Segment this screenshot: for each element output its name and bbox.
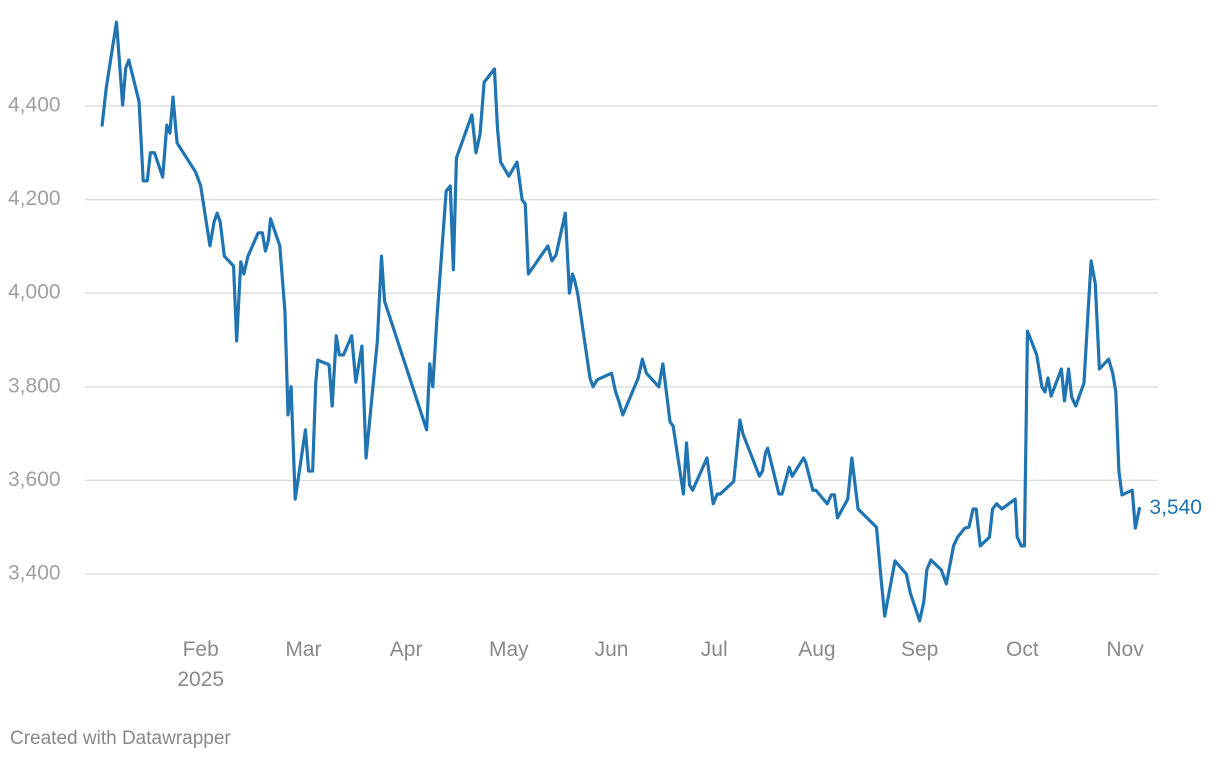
x-tick-label: Jun xyxy=(595,638,629,661)
x-tick-label: Apr xyxy=(390,638,423,661)
y-tick-label: 4,400 xyxy=(8,93,61,116)
x-tick-year: 2025 xyxy=(177,668,224,691)
x-tick-label: Mar xyxy=(285,638,321,661)
y-tick-label: 4,200 xyxy=(8,187,61,210)
x-tick-label: Nov xyxy=(1106,638,1144,661)
line xyxy=(100,20,1142,623)
x-tick-label: Oct xyxy=(1006,638,1039,661)
value-label: 3,540 xyxy=(1149,496,1202,519)
y-tick-label: 3,800 xyxy=(8,374,61,397)
x-tick-label: Aug xyxy=(798,638,835,661)
x-tick-label: Feb xyxy=(183,638,219,661)
y-tick-label: 4,000 xyxy=(8,281,61,304)
x-tick-label: Sep xyxy=(901,638,938,661)
x-tick-label: May xyxy=(489,638,529,661)
x-tick-label: Jul xyxy=(701,638,728,661)
credit: Created with Datawrapper xyxy=(10,728,231,749)
y-tick-label: 3,400 xyxy=(8,562,61,585)
y-tick-label: 3,600 xyxy=(8,468,61,491)
